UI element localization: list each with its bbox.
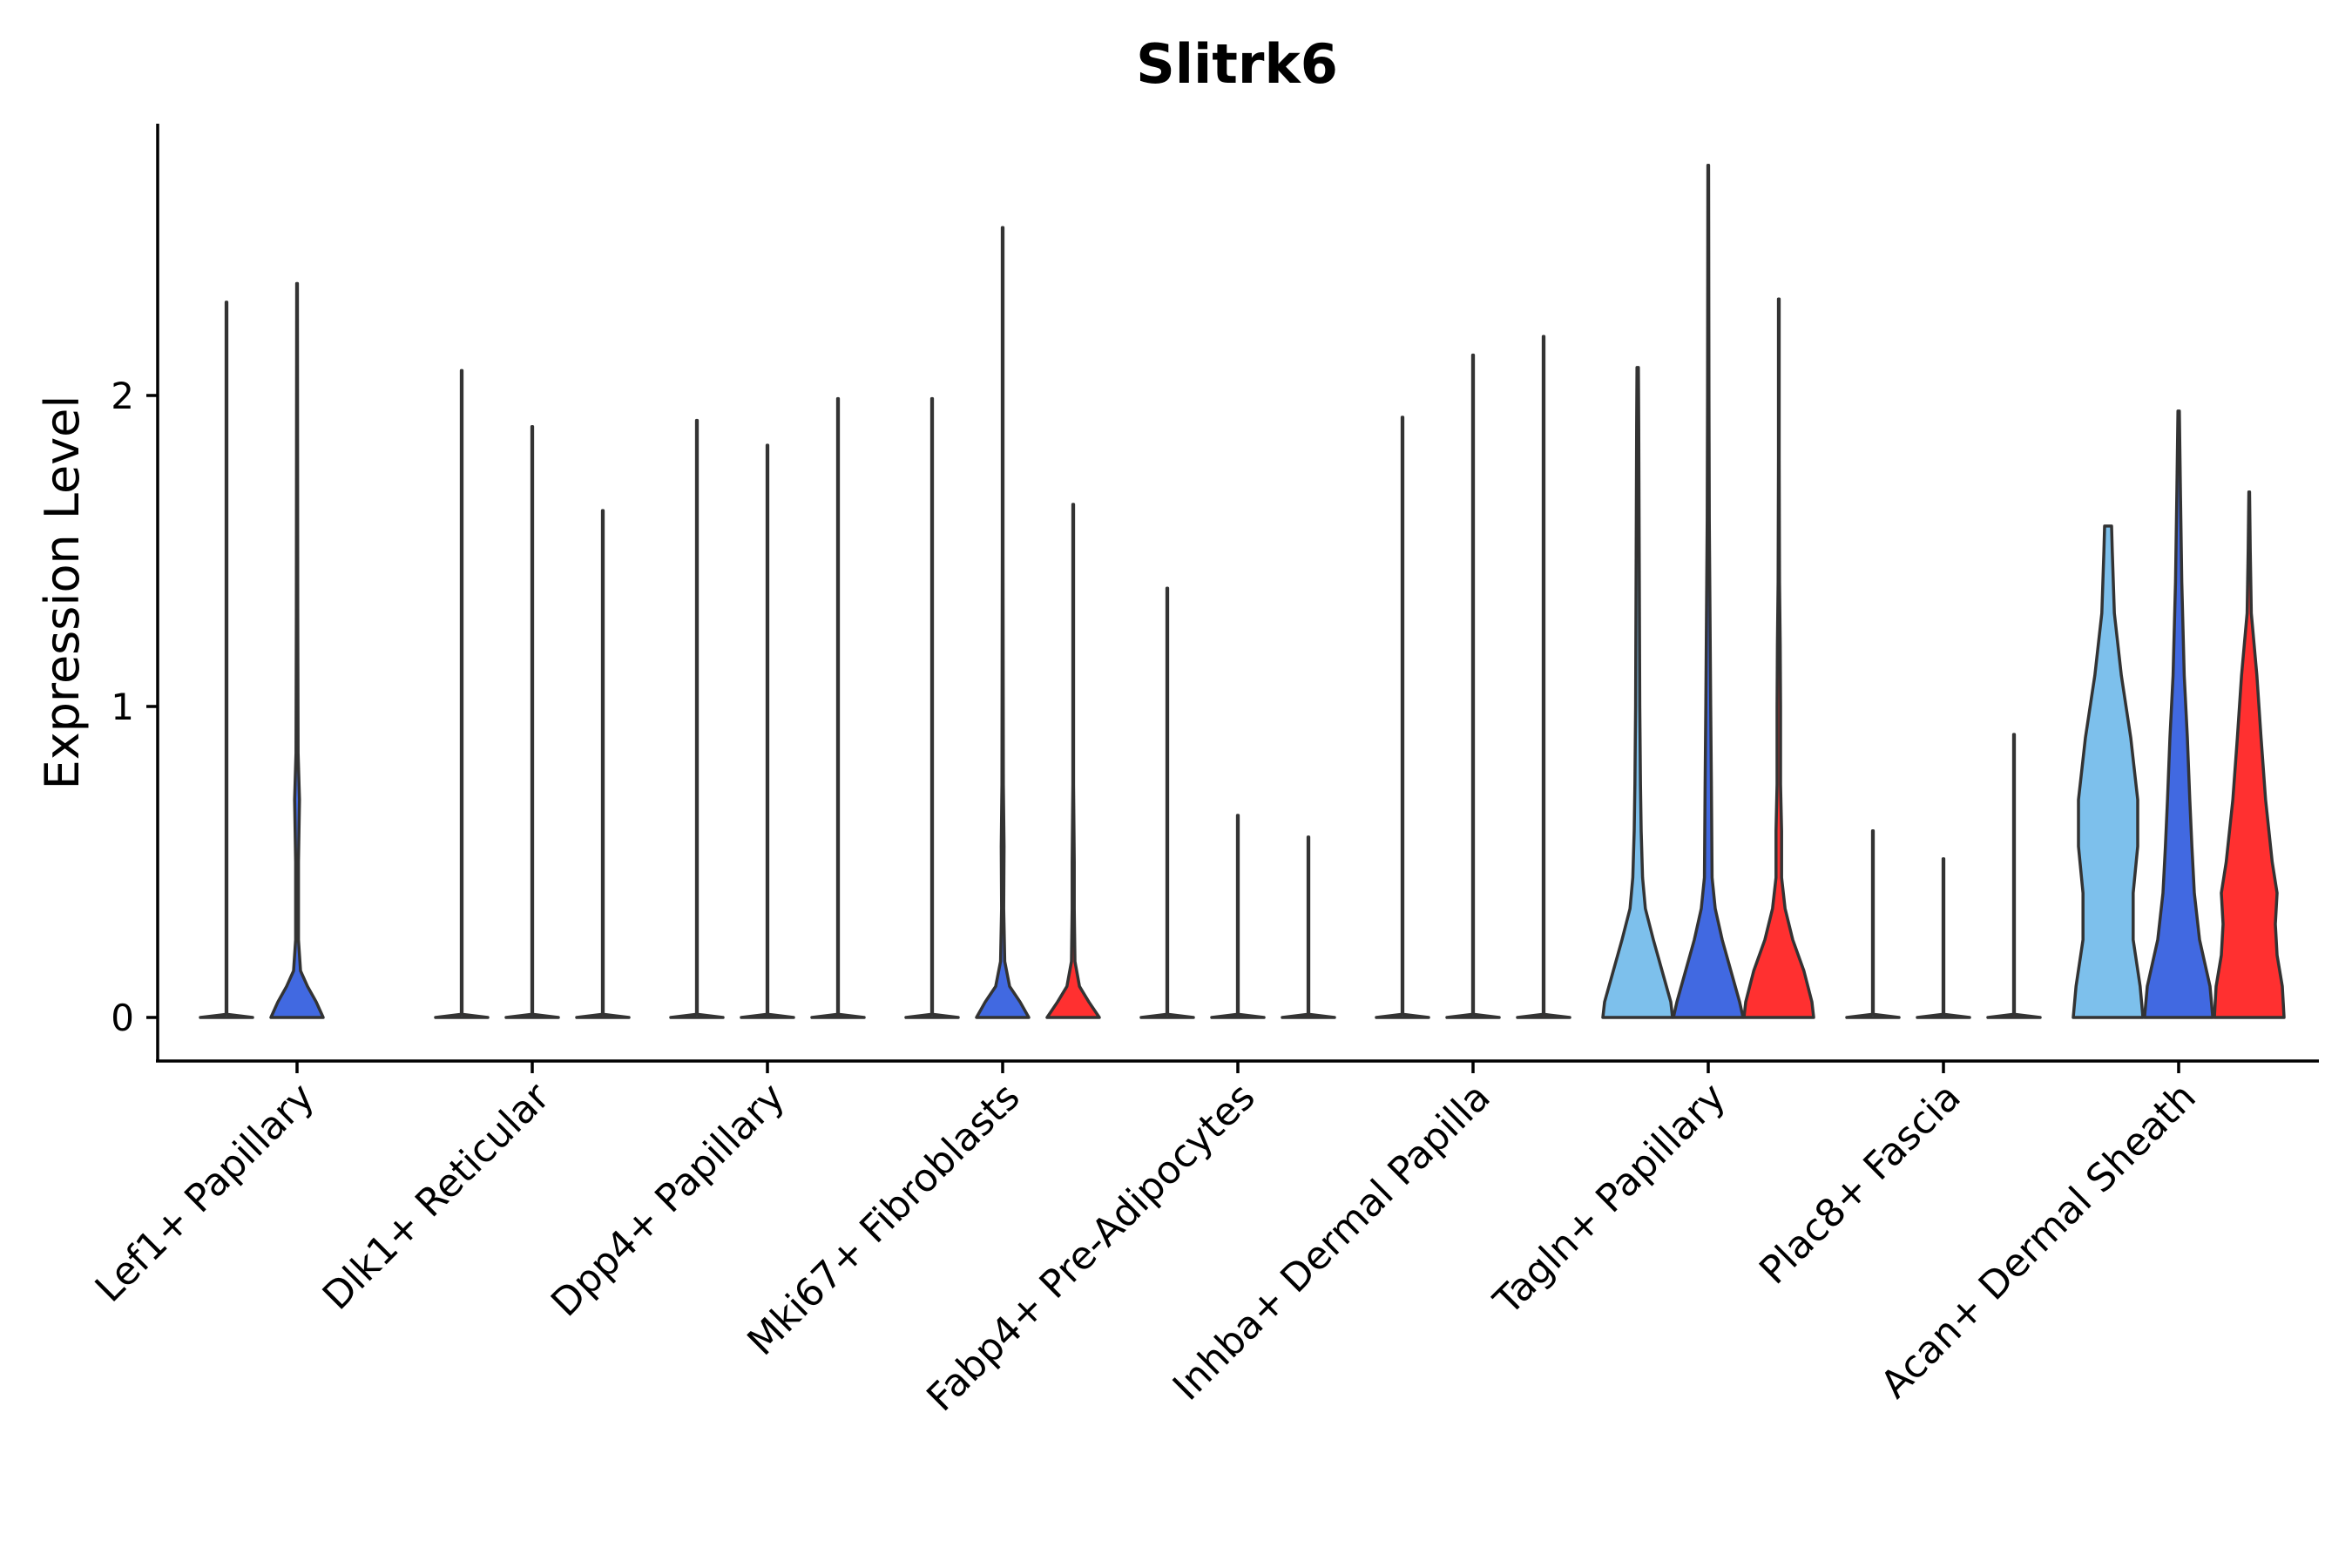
x-tick-label-plac8-fascia: Plac8+ Fascia: [1751, 1075, 1970, 1294]
violin-fabp4-pre-adipocytes-group2: [1210, 814, 1266, 1019]
violin-fabp4-pre-adipocytes-group1: [1139, 586, 1195, 1019]
violin-inhba-dermal-papilla-group2: [1445, 353, 1501, 1019]
violin-dlk1-reticular-group2: [504, 424, 560, 1019]
violin-dlk1-reticular-group3: [575, 509, 631, 1019]
violin-acan-dermal-sheath-group3: [2213, 490, 2286, 1019]
violin-inhba-dermal-papilla-group3: [1516, 335, 1571, 1019]
y-ticks: 0 1 2: [111, 375, 158, 1039]
violin-mki67-fibroblasts-group1: [904, 396, 960, 1019]
violin-acan-dermal-sheath-group1: [2072, 524, 2145, 1019]
y-tick-label: 1: [111, 686, 134, 728]
violin-dpp4-papillary-group3: [810, 396, 866, 1019]
violin-mki67-fibroblasts-group3: [1045, 503, 1101, 1019]
violin-mki67-fibroblasts-group2: [975, 226, 1031, 1019]
y-axis-label: Expression Level: [35, 395, 90, 790]
violin-lef1-papillary-group2: [269, 281, 325, 1019]
chart-title: Slitrk6: [1136, 32, 1338, 96]
violin-acan-dermal-sheath-group2: [2143, 409, 2214, 1019]
violin-tagln-papillary-group2: [1672, 164, 1745, 1019]
y-tick-label: 0: [111, 997, 134, 1039]
violin-inhba-dermal-papilla-group1: [1375, 416, 1430, 1019]
violin-plac8-fascia-group1: [1845, 829, 1901, 1019]
violin-lef1-papillary-group1: [199, 301, 254, 1019]
violin-dpp4-papillary-group2: [740, 443, 795, 1019]
violin-plac8-fascia-group2: [1916, 857, 1971, 1019]
x-tick-label-tagln-papillary: Tagln+ Papillary: [1485, 1075, 1734, 1324]
violin-fabp4-pre-adipocytes-group3: [1281, 835, 1336, 1019]
violin-layer: [199, 164, 2286, 1019]
violin-dpp4-papillary-group1: [669, 418, 725, 1019]
violin-tagln-papillary-group3: [1742, 297, 1815, 1019]
violin-plac8-fascia-group3: [1986, 733, 2042, 1019]
x-tick-label-lef1-papillary: Lef1+ Papillary: [87, 1075, 323, 1311]
x-tick-label-dpp4-papillary: Dpp4+ Papillary: [543, 1075, 794, 1326]
violin-tagln-papillary-group1: [1601, 366, 1674, 1019]
violin-dlk1-reticular-group1: [434, 368, 490, 1019]
x-tick-label-dlk1-reticular: Dlk1+ Reticular: [314, 1074, 559, 1319]
y-tick-label: 2: [111, 375, 134, 417]
